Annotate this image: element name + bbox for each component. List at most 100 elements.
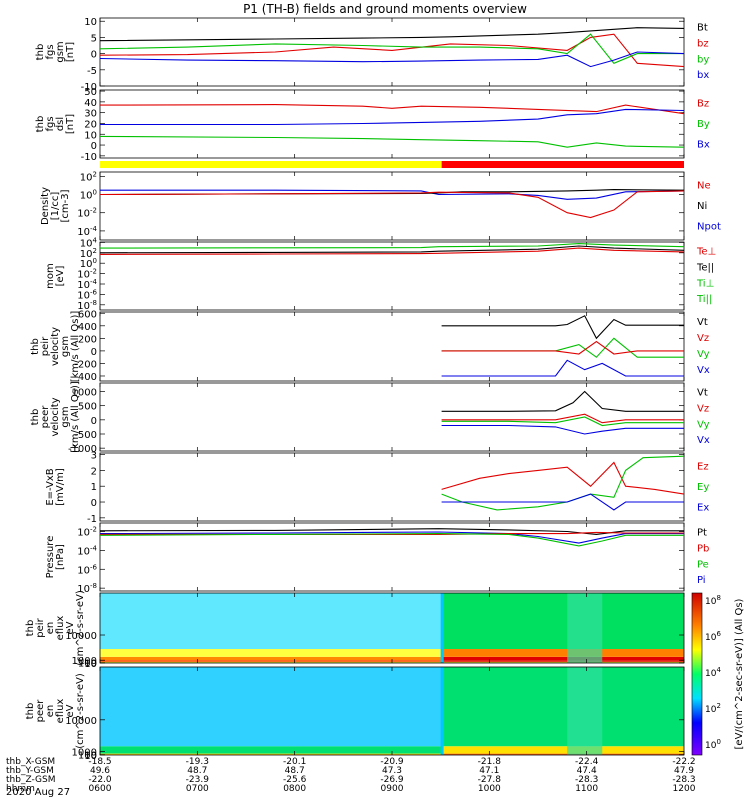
spectrogram-boundary	[440, 667, 444, 755]
x-axis-labels: thb_X-GSM -18.5 -19.3 -20.1 -20.9 -21.8 -22.4 -…	[6, 757, 696, 794]
y-tick-label: 10-2	[77, 268, 97, 281]
y-axis-label-line: peer	[35, 699, 46, 723]
y-tick-label: -200	[74, 359, 97, 370]
y-tick-label: 10	[84, 659, 97, 670]
y-axis-label-line: en	[45, 705, 56, 718]
y-tick-label: 40	[84, 98, 97, 109]
mode-bar	[100, 161, 684, 168]
legend-entry: Pe	[697, 559, 709, 570]
x-row-name: thb_Y-GSM	[6, 766, 54, 776]
y-tick-label: 10-8	[77, 582, 97, 595]
panel-peer-velocity: 1000 500 0 -500 -1000 thb peer velocity gsm [km/s…	[30, 381, 710, 455]
y-tick-label: 0	[91, 50, 97, 61]
y-tick-label: 1000	[72, 747, 97, 758]
x-tick-label: -23.9	[186, 775, 210, 785]
y-tick-label: -400	[74, 372, 97, 383]
x-tick-label: -22.0	[88, 775, 112, 785]
series-ez-line	[441, 461, 685, 495]
y-tick-label: 10-6	[77, 563, 97, 576]
x-tick-label: -20.1	[283, 757, 306, 767]
y-axis-label-line: thb	[25, 703, 36, 720]
y-tick-label: 50	[84, 87, 97, 98]
y-tick-label: 10-4	[77, 225, 97, 238]
y-tick-label: 10000	[65, 631, 97, 642]
y-tick-label: 10-8	[77, 299, 97, 312]
y-tick-label: 1000	[72, 388, 97, 399]
y-axis-label-line: peir	[40, 336, 51, 356]
legend-entry: Te||	[696, 262, 714, 273]
series-te-line	[99, 247, 685, 255]
legend-entry: Ni	[697, 201, 707, 212]
y-axis-label-line: fgs	[45, 116, 56, 131]
series-vy-line	[441, 416, 684, 427]
y-axis-label-line: thb	[30, 338, 41, 355]
spectrogram-cell-right-8	[441, 593, 684, 650]
series-vz-line	[441, 413, 684, 424]
x-row-name: hhmm	[6, 784, 35, 794]
series-bz-line	[99, 104, 685, 115]
y-axis-label-line: eflux	[55, 616, 66, 641]
spectrogram-cell-right-2	[441, 753, 684, 755]
y-tick-label: 1	[91, 482, 97, 493]
x-tick-label: 48.7	[187, 766, 207, 776]
spectrogram-event	[567, 667, 603, 755]
y-tick-label: -10	[81, 82, 97, 93]
y-axis-label-line: Pressure	[45, 536, 56, 579]
legend-entry: Ti⊥	[696, 278, 714, 289]
y-tick-label: 10	[84, 130, 97, 141]
y-axis-label-line: velocity	[50, 327, 61, 366]
legend-entry: Vx	[697, 365, 710, 376]
x-tick-label: -28.3	[672, 775, 695, 785]
x-tick-label: 47.4	[577, 766, 597, 776]
series-npot-line	[100, 189, 685, 200]
series-ne-line	[99, 190, 685, 219]
y-tick-label: 100	[80, 189, 97, 202]
y-tick-label: 600	[78, 309, 97, 320]
y-tick-label: 10-4	[77, 544, 97, 557]
x-tick-label: 49.6	[90, 766, 110, 776]
x-tick-label: -27.8	[478, 775, 502, 785]
x-tick-label: 47.9	[674, 766, 694, 776]
y-axis-label-line: eflux	[55, 699, 66, 724]
y-tick-label: -5	[87, 66, 97, 77]
figure-title: P1 (TH-B) fields and ground moments over…	[243, 2, 527, 16]
y-axis-label-line: thb	[35, 44, 46, 61]
legend-entry: Vz	[697, 403, 709, 414]
y-tick-label: 500	[78, 402, 97, 413]
legend-entry: Vt	[697, 388, 708, 399]
legend-entry: Ey	[697, 482, 709, 493]
colorbar-tick-label: 108	[705, 594, 721, 607]
spectrogram-cell-right-4	[441, 667, 684, 747]
x-tick-label: -21.8	[478, 757, 502, 767]
y-tick-label: 104	[80, 236, 98, 249]
x-tick-label: 1200	[673, 784, 696, 794]
y-axis-label-line: Density	[40, 187, 51, 225]
y-tick-label: 1000	[72, 656, 97, 667]
y-tick-label: 400	[78, 322, 97, 333]
y-axis-label-line: [eV]	[55, 266, 66, 287]
spectrogram-cell-left-2	[100, 753, 442, 755]
y-axis-label-line: mom	[45, 263, 56, 289]
y-tick-label: 102	[80, 170, 97, 183]
x-tick-label: -18.5	[88, 757, 111, 767]
series-ti-line	[99, 243, 685, 249]
y-axis-label-line: fgs	[45, 44, 56, 59]
y-axis-label-line: dsl	[55, 117, 66, 131]
legend-entry: Vt	[697, 317, 708, 328]
x-tick-label: -22.4	[575, 757, 599, 767]
x-row-name: thb_Z-GSM	[6, 775, 55, 785]
panel-efield: 3 2 1 0 -1 E=-VxB [mV/m] Ez Ey Ex	[45, 451, 709, 525]
spectrogram-cell-left-8	[100, 593, 442, 650]
legend-entry: Npot	[697, 222, 721, 233]
x-tick-label: 47.1	[479, 766, 499, 776]
legend-entry: Bt	[697, 23, 708, 34]
y-axis-label-line: velocity	[50, 397, 61, 436]
x-row-name: thb_X-GSM	[6, 757, 55, 767]
y-tick-label: 30	[84, 109, 97, 120]
series-te-line	[99, 245, 685, 254]
series-vt-line	[441, 315, 684, 340]
spectrogram-cell-right-4	[441, 661, 684, 663]
